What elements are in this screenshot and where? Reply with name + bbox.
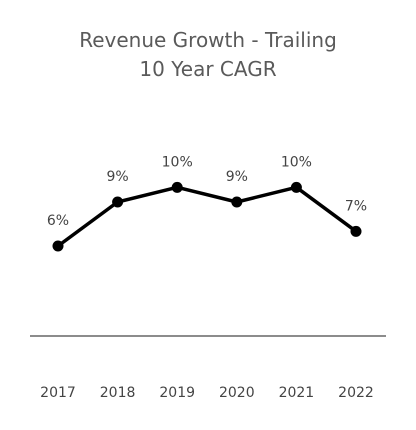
data-label-2020: 9% — [226, 169, 248, 185]
x-tick-label-2021: 2021 — [279, 385, 315, 401]
data-label-2021: 10% — [281, 154, 312, 170]
chart-title-line-2: 10 Year CAGR — [139, 57, 277, 81]
data-point-2018 — [112, 196, 124, 208]
chart-title: Revenue Growth - Trailing 10 Year CAGR — [0, 26, 416, 84]
data-point-2019 — [171, 181, 183, 193]
chart-title-line-1: Revenue Growth - Trailing — [79, 28, 337, 52]
x-tick-label-2018: 2018 — [100, 385, 136, 401]
x-tick-label-2020: 2020 — [219, 385, 255, 401]
data-point-2021 — [290, 181, 302, 193]
data-labels: 6% 9% 10% 9% 10% 7% — [47, 154, 367, 229]
x-tick-label-2022: 2022 — [338, 385, 374, 401]
x-tick-labels: 2017 2018 2019 2020 2021 2022 — [40, 385, 374, 401]
data-point-2017 — [52, 240, 64, 252]
series-line — [56, 185, 358, 248]
data-label-2017: 6% — [47, 213, 69, 229]
data-point-2022 — [350, 225, 362, 237]
data-label-2022: 7% — [345, 198, 367, 214]
data-label-2018: 9% — [106, 169, 128, 185]
data-label-2019: 10% — [162, 154, 193, 170]
x-tick-label-2019: 2019 — [159, 385, 195, 401]
data-point-2020 — [231, 196, 243, 208]
x-tick-label-2017: 2017 — [40, 385, 76, 401]
data-points — [52, 181, 362, 252]
